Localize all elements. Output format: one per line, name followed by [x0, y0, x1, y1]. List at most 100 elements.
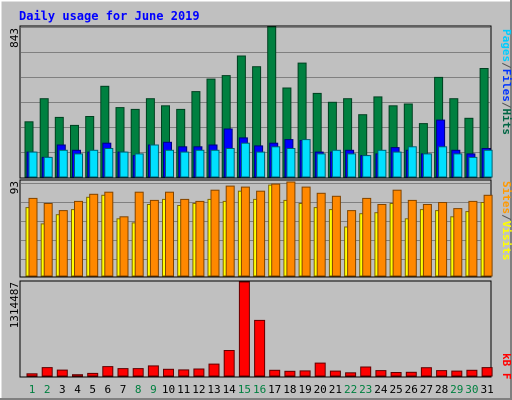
x-tick-label-day-18: 18 [283, 383, 296, 396]
kbytes-bar-day-27 [420, 367, 432, 377]
pages-bar-day-8 [134, 153, 144, 178]
sites-bar-day-5 [89, 193, 99, 277]
kbytes-bar-day-22 [345, 372, 357, 377]
x-tick-label-day-22: 22 [344, 383, 357, 396]
pages-bar-day-3 [58, 149, 68, 178]
sites-bar-day-15 [240, 186, 250, 277]
kbytes-bar-day-12 [193, 368, 205, 377]
sites-bar-day-28 [438, 202, 448, 277]
kbytes-bar-day-26 [405, 371, 417, 377]
bottom-ymax-label: 1314487 [8, 282, 21, 328]
chart-title: Daily usage for June 2019 [19, 9, 200, 23]
middle-ymax-label: 93 [8, 181, 21, 194]
legend-entry: Hits [500, 109, 512, 136]
sites-bar-day-20 [316, 192, 326, 277]
kbytes-bar-day-25 [390, 372, 402, 377]
pages-bar-day-4 [74, 153, 83, 178]
x-tick-label-day-10: 10 [162, 383, 175, 396]
legend-entry: Sites [500, 181, 512, 214]
pages-bar-day-11 [180, 151, 190, 178]
sites-bar-day-12 [195, 200, 205, 277]
sites-bar-day-24 [377, 204, 387, 277]
sites-bar-day-6 [104, 191, 114, 277]
legend-sites-visits: Sites/Visits [500, 181, 512, 261]
pages-bar-day-6 [104, 148, 114, 178]
sites-bar-day-27 [422, 204, 432, 277]
pages-bar-day-22 [347, 153, 357, 178]
kbytes-bar-day-13 [208, 363, 220, 377]
legend-entry: / [500, 214, 512, 221]
legend-entry: / [500, 102, 512, 109]
kbytes-bar-day-30 [466, 369, 478, 377]
legend-entry: Pages [500, 29, 512, 62]
pages-bar-day-30 [468, 156, 478, 178]
legend-kbytes: kB F [500, 353, 512, 380]
legend-entry: / [500, 62, 512, 69]
sites-bar-day-30 [468, 200, 478, 277]
pages-bar-day-5 [89, 149, 99, 178]
sites-bar-day-19 [301, 186, 311, 277]
kbytes-bar-day-21 [329, 370, 341, 377]
x-tick-label-day-2: 2 [44, 383, 51, 396]
kbytes-bar-day-4 [72, 374, 83, 377]
x-tick-label-day-26: 26 [405, 383, 418, 396]
bars [24, 26, 493, 377]
sites-bar-day-18 [286, 181, 296, 277]
sites-bar-day-4 [74, 200, 83, 277]
sites-bar-day-11 [180, 198, 190, 277]
sites-bar-day-23 [362, 197, 372, 277]
sites-bar-day-26 [407, 199, 417, 277]
top-ymax-label: 843 [8, 28, 21, 48]
pages-bar-day-29 [453, 153, 463, 178]
sites-bar-day-25 [392, 189, 402, 277]
x-tick-label-day-12: 12 [192, 383, 205, 396]
x-tick-label-day-30: 30 [465, 383, 478, 396]
x-tick-label-day-6: 6 [104, 383, 111, 396]
kbytes-bar-day-18 [284, 370, 296, 377]
sites-bar-day-17 [271, 183, 281, 277]
x-tick-label-day-31: 31 [480, 383, 493, 396]
x-tick-label-day-23: 23 [359, 383, 372, 396]
x-tick-label-day-25: 25 [389, 383, 402, 396]
pages-bar-day-27 [422, 153, 432, 178]
kbytes-bar-day-17 [269, 369, 281, 377]
sites-bar-day-29 [453, 208, 463, 277]
x-tick-label-day-8: 8 [135, 383, 142, 396]
x-tick-label-day-17: 17 [268, 383, 281, 396]
pages-bar-day-23 [362, 155, 372, 178]
kbytes-bar-day-8 [132, 368, 144, 377]
pages-bar-day-13 [210, 149, 220, 178]
sites-bar-day-13 [210, 189, 220, 277]
kbytes-bar-day-24 [375, 370, 387, 377]
x-tick-label-day-19: 19 [298, 383, 311, 396]
x-axis-day-labels: 1 2 3 4 5 6 7 8 9 10 11 12 13 14 15 16 17 18 19 20 21 22 23 24 2… [29, 383, 494, 396]
pages-bar-day-9 [149, 144, 159, 178]
x-tick-label-day-28: 28 [435, 383, 448, 396]
pages-bar-day-31 [483, 149, 493, 178]
pages-bar-day-18 [286, 148, 296, 178]
pages-bar-day-16 [256, 151, 266, 178]
kbytes-bar-day-28 [436, 370, 448, 377]
kbytes-bar-day-20 [314, 362, 326, 377]
x-tick-label-day-15: 15 [238, 383, 251, 396]
x-tick-label-day-9: 9 [150, 383, 157, 396]
kbytes-bar-day-7 [117, 368, 129, 377]
sites-bar-day-7 [119, 216, 129, 277]
x-tick-label-day-14: 14 [223, 383, 237, 396]
sites-bar-day-22 [347, 210, 357, 277]
legend-entry: Files [500, 69, 512, 102]
kbytes-bar-day-10 [163, 368, 174, 377]
legend-pages-files-hits: Pages/Files/Hits [500, 29, 512, 135]
pages-bar-day-19 [301, 139, 311, 178]
kbytes-bar-day-1 [26, 373, 38, 377]
kbytes-bar-day-29 [451, 370, 463, 377]
legend-entry: kB F [500, 353, 512, 380]
x-tick-label-day-1: 1 [29, 383, 36, 396]
kbytes-bar-day-23 [360, 366, 372, 377]
x-tick-label-day-4: 4 [74, 383, 81, 396]
pages-bar-day-10 [165, 149, 174, 178]
pages-bar-day-12 [195, 149, 205, 178]
pages-bar-day-21 [331, 149, 341, 178]
kbytes-bar-day-3 [56, 369, 68, 377]
kbytes-bar-day-11 [178, 369, 190, 377]
